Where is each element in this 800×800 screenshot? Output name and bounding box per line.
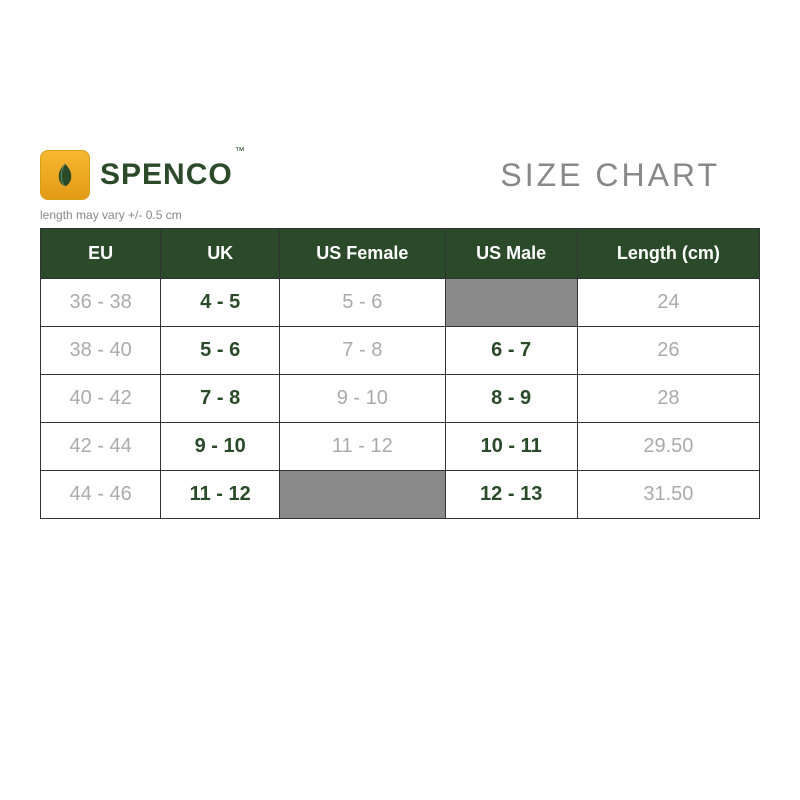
col-header-length: Length (cm) [577, 229, 759, 279]
leaf-icon [50, 160, 80, 190]
table-cell [280, 471, 446, 519]
table-cell: 9 - 10 [161, 423, 280, 471]
table-row: 38 - 405 - 67 - 86 - 726 [41, 327, 760, 375]
table-cell: 11 - 12 [161, 471, 280, 519]
table-row: 40 - 427 - 89 - 108 - 928 [41, 375, 760, 423]
table-row: 42 - 449 - 1011 - 1210 - 1129.50 [41, 423, 760, 471]
variance-note: length may vary +/- 0.5 cm [40, 208, 760, 222]
table-cell: 8 - 9 [445, 375, 577, 423]
table-row: 44 - 4611 - 12 12 - 1331.50 [41, 471, 760, 519]
table-cell: 12 - 13 [445, 471, 577, 519]
table-cell: 40 - 42 [41, 375, 161, 423]
size-chart-table: EU UK US Female US Male Length (cm) 36 -… [40, 228, 760, 519]
header-row: SPENCO™ SIZE CHART [40, 150, 760, 200]
table-body: 36 - 384 - 55 - 62438 - 405 - 67 - 86 - … [41, 279, 760, 519]
table-cell: 29.50 [577, 423, 759, 471]
table-cell: 6 - 7 [445, 327, 577, 375]
table-cell: 26 [577, 327, 759, 375]
table-cell: 28 [577, 375, 759, 423]
table-header-row: EU UK US Female US Male Length (cm) [41, 229, 760, 279]
brand: SPENCO™ [40, 150, 245, 200]
brand-name-text: SPENCO [100, 158, 233, 191]
table-cell: 44 - 46 [41, 471, 161, 519]
col-header-eu: EU [41, 229, 161, 279]
table-row: 36 - 384 - 55 - 6 24 [41, 279, 760, 327]
table-cell: 42 - 44 [41, 423, 161, 471]
table-cell: 36 - 38 [41, 279, 161, 327]
table-cell: 7 - 8 [280, 327, 446, 375]
table-cell [445, 279, 577, 327]
col-header-us-male: US Male [445, 229, 577, 279]
page-title: SIZE CHART [500, 157, 720, 194]
brand-logo-icon [40, 150, 90, 200]
brand-name: SPENCO™ [100, 158, 245, 192]
table-cell: 9 - 10 [280, 375, 446, 423]
table-cell: 24 [577, 279, 759, 327]
col-header-uk: UK [161, 229, 280, 279]
col-header-us-female: US Female [280, 229, 446, 279]
table-cell: 10 - 11 [445, 423, 577, 471]
trademark-symbol: ™ [235, 146, 245, 157]
table-cell: 31.50 [577, 471, 759, 519]
table-cell: 7 - 8 [161, 375, 280, 423]
table-cell: 4 - 5 [161, 279, 280, 327]
table-cell: 5 - 6 [280, 279, 446, 327]
table-cell: 38 - 40 [41, 327, 161, 375]
table-cell: 5 - 6 [161, 327, 280, 375]
table-cell: 11 - 12 [280, 423, 446, 471]
